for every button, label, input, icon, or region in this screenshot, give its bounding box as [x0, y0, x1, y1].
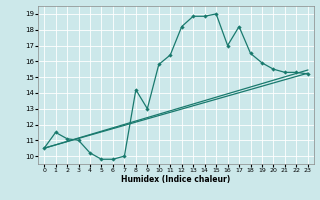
X-axis label: Humidex (Indice chaleur): Humidex (Indice chaleur): [121, 175, 231, 184]
